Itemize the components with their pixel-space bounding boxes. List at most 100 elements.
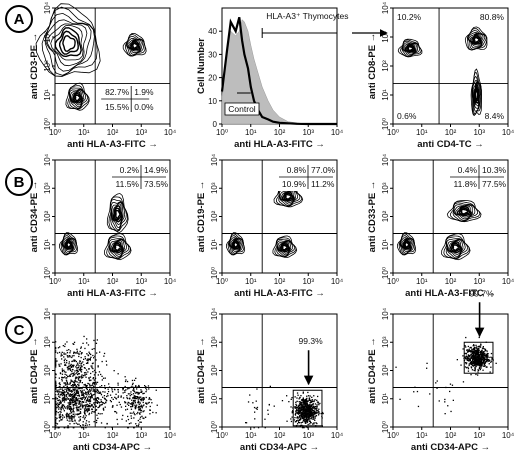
event-dot: [472, 358, 474, 361]
event-dot: [100, 401, 102, 403]
contour-line: [108, 196, 128, 232]
event-dot: [55, 422, 57, 425]
event-dot: [93, 402, 95, 404]
event-dot: [71, 356, 73, 359]
event-dot: [482, 353, 484, 355]
event-dot: [61, 370, 64, 373]
event-dot: [476, 356, 478, 359]
event-dot: [81, 401, 84, 403]
event-dot: [490, 352, 493, 355]
event-dot: [91, 367, 93, 369]
event-dot: [306, 397, 308, 400]
event-dot: [140, 398, 142, 400]
event-dot: [65, 364, 67, 366]
event-dot: [61, 414, 64, 416]
event-dot: [131, 412, 133, 414]
y-tick-label: 30: [208, 50, 217, 59]
event-dot: [477, 359, 479, 362]
event-dot: [73, 372, 75, 374]
event-dot: [88, 390, 90, 392]
event-dot: [117, 382, 119, 384]
event-dot: [305, 420, 307, 422]
y-tick-label: 10³: [210, 336, 219, 348]
event-dot: [300, 414, 302, 416]
event-dot: [141, 390, 143, 392]
event-dot: [66, 352, 69, 354]
event-dot: [65, 398, 67, 400]
event-dot: [117, 389, 119, 391]
event-dot: [71, 370, 73, 373]
event-dot: [89, 398, 92, 400]
svg-text:B: B: [14, 174, 25, 191]
contour-line: [113, 242, 123, 252]
event-dot: [482, 361, 484, 363]
event-dot: [466, 356, 468, 358]
event-dot: [478, 354, 480, 356]
quadrant-lr-percent: 77.5%: [482, 179, 507, 189]
event-dot: [465, 358, 467, 360]
event-dot: [81, 393, 83, 395]
contour-line: [281, 244, 288, 251]
event-dot: [252, 402, 254, 404]
event-dot: [132, 389, 134, 391]
contour-line: [122, 32, 147, 57]
event-dot: [471, 350, 473, 353]
event-dot: [467, 349, 470, 351]
event-dot: [313, 408, 316, 410]
event-dot: [97, 374, 99, 376]
event-dot: [135, 407, 137, 409]
event-dot: [143, 397, 145, 399]
event-dot: [57, 405, 60, 407]
event-dot: [87, 397, 89, 399]
event-dot: [76, 381, 78, 383]
event-dot: [91, 403, 93, 406]
event-dot: [138, 405, 140, 408]
event-dot: [82, 394, 84, 396]
event-dot: [256, 388, 258, 390]
event-dot: [71, 398, 73, 400]
event-dot: [58, 391, 61, 393]
event-dot: [63, 377, 65, 379]
event-dot: [301, 415, 303, 417]
event-dot: [484, 362, 486, 364]
event-dot: [475, 366, 477, 368]
event-dot: [67, 398, 69, 400]
event-dot: [64, 388, 66, 390]
event-dot: [137, 396, 139, 398]
event-dot: [128, 402, 130, 404]
event-dot: [92, 371, 94, 373]
y-tick-label: 10⁰: [43, 118, 52, 130]
event-dot: [85, 376, 87, 378]
event-dot: [313, 405, 315, 407]
event-dot: [306, 409, 308, 411]
event-dot: [299, 419, 301, 421]
event-dot: [59, 402, 61, 404]
event-dot: [76, 371, 78, 374]
event-dot: [471, 354, 473, 357]
event-dot: [155, 412, 157, 414]
event-dot: [59, 413, 61, 415]
event-dot: [72, 405, 75, 407]
event-dot: [62, 397, 64, 399]
event-dot: [82, 376, 84, 378]
event-dot: [68, 415, 70, 417]
event-dot: [140, 398, 143, 401]
event-dot: [82, 394, 85, 396]
event-dot: [76, 407, 78, 409]
event-dot: [60, 402, 62, 404]
panel-b3: 0.4% 10.3%11.8% 77.5%10⁰ 10¹ 10² 10³ 10⁴10⁰10¹…: [367, 153, 515, 299]
event-dot: [81, 390, 83, 392]
event-dot: [309, 423, 311, 425]
event-dot: [473, 360, 475, 362]
event-dot: [122, 392, 124, 394]
event-dot: [71, 419, 73, 421]
event-dot: [140, 411, 142, 413]
event-dot: [64, 363, 66, 365]
event-dot: [83, 358, 85, 360]
event-dot: [149, 413, 151, 415]
event-dot: [141, 397, 143, 400]
event-dot: [71, 415, 73, 417]
event-dot: [75, 389, 78, 391]
event-dot: [95, 409, 98, 411]
event-dot: [67, 425, 69, 427]
